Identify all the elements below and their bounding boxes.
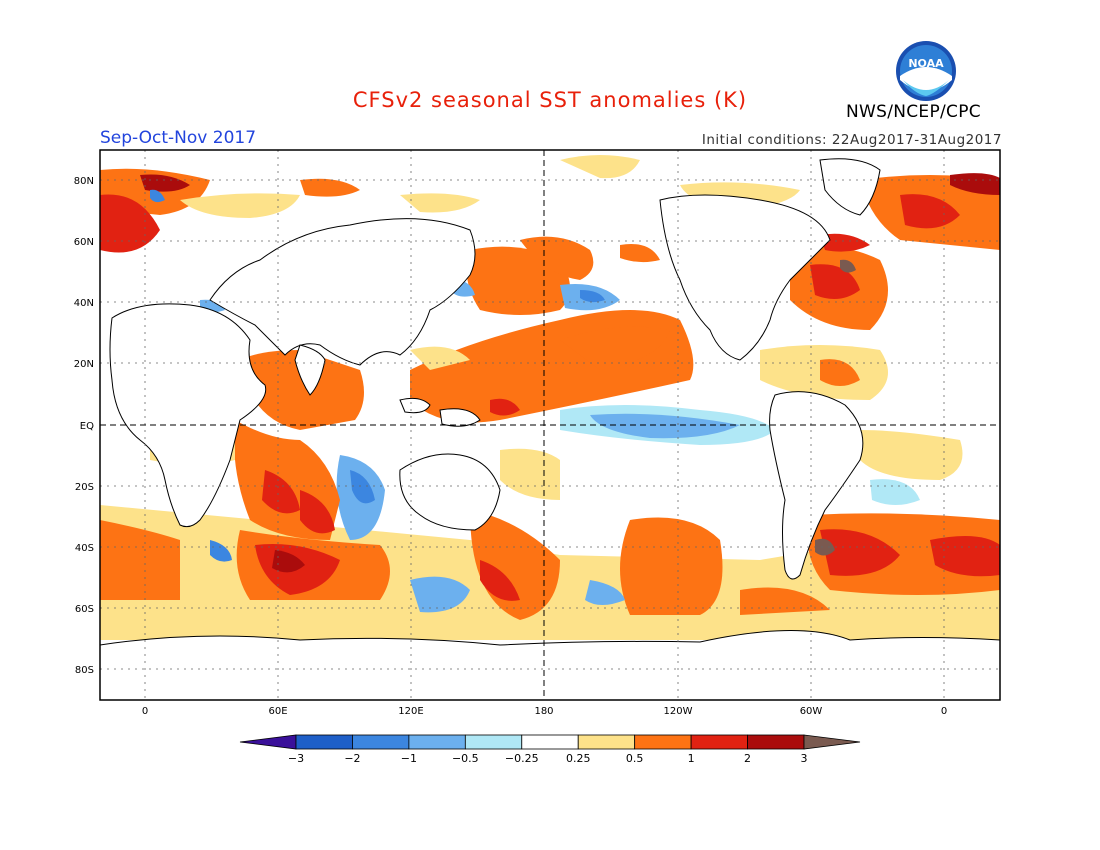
southern-ocean-anomalies <box>100 455 1000 640</box>
colorbar-label: −0.25 <box>505 752 539 765</box>
africa-land <box>109 303 267 528</box>
lon-label: 120W <box>664 706 693 717</box>
north-america-land <box>659 194 831 361</box>
colorbar-swatch <box>408 734 466 750</box>
atlantic-anomalies <box>760 246 963 505</box>
india-land <box>294 344 326 396</box>
south-america-land <box>769 391 864 580</box>
lat-label: 60S <box>75 604 94 615</box>
noaa-logo-text: NOAA <box>908 57 944 70</box>
colorbar-label: 1 <box>688 752 695 765</box>
colorbar-swatch <box>634 734 692 750</box>
lat-label: 20N <box>74 359 94 370</box>
colorbar-label: 2 <box>744 752 751 765</box>
colorbar-swatch <box>464 734 523 750</box>
initial-conditions-label: Initial conditions: 22Aug2017-31Aug2017 <box>701 132 1002 148</box>
greenland-land <box>819 158 881 216</box>
colorbar-label: −1 <box>401 752 417 765</box>
lon-label: 0 <box>142 706 148 717</box>
lon-label: 0 <box>941 706 947 717</box>
season-label: Sep-Oct-Nov 2017 <box>100 128 257 148</box>
colorbar-label: −3 <box>288 752 304 765</box>
lon-label: 120E <box>398 706 423 717</box>
latitude-labels: 80N 60N 40N 20N EQ 20S 40S 60S 80S <box>74 176 94 676</box>
equator-dateline <box>100 150 1000 700</box>
lat-label: 60N <box>74 237 94 248</box>
continents <box>100 158 1000 700</box>
colorbar-swatch <box>577 734 636 750</box>
colorbar-swatch <box>690 734 748 750</box>
colorbar-swatch <box>239 734 297 750</box>
antarctica-land <box>100 629 1000 700</box>
longitude-labels: 0 60E 120E 180 120W 60W 0 <box>142 706 947 717</box>
colorbar-label: −2 <box>344 752 360 765</box>
colorbar-label: 0.5 <box>626 752 644 765</box>
agency-label: NWS/NCEP/CPC <box>846 102 981 122</box>
lat-label: 80S <box>75 665 94 676</box>
eurasia-land <box>209 218 476 366</box>
lon-label: 60E <box>268 706 287 717</box>
maritime-continent-land-2 <box>439 408 481 427</box>
lat-label: 40S <box>75 543 94 554</box>
colorbar-swatch <box>521 734 579 750</box>
equatorial-pacific-cold-tongue <box>500 405 775 500</box>
colorbar-swatch <box>803 734 861 750</box>
australia-land <box>399 453 501 531</box>
colorbar-swatch <box>747 734 805 750</box>
colorbar-label: 3 <box>801 752 808 765</box>
colorbar-label: −0.5 <box>452 752 479 765</box>
lon-label: 180 <box>534 706 553 717</box>
lat-label: 20S <box>75 482 94 493</box>
lon-label: 60W <box>800 706 823 717</box>
chart-title: CFSv2 seasonal SST anomalies (K) <box>352 88 748 112</box>
maritime-continent-land <box>399 397 431 414</box>
noaa-logo: NOAA <box>896 41 956 101</box>
colorbar-label: 0.25 <box>566 752 591 765</box>
lat-label: 40N <box>74 298 94 309</box>
lat-label: EQ <box>80 421 94 432</box>
colorbar-swatch <box>352 734 410 750</box>
map-frame <box>99 149 1001 701</box>
colorbar-swatch <box>295 734 353 750</box>
lat-label: 80N <box>74 176 94 187</box>
